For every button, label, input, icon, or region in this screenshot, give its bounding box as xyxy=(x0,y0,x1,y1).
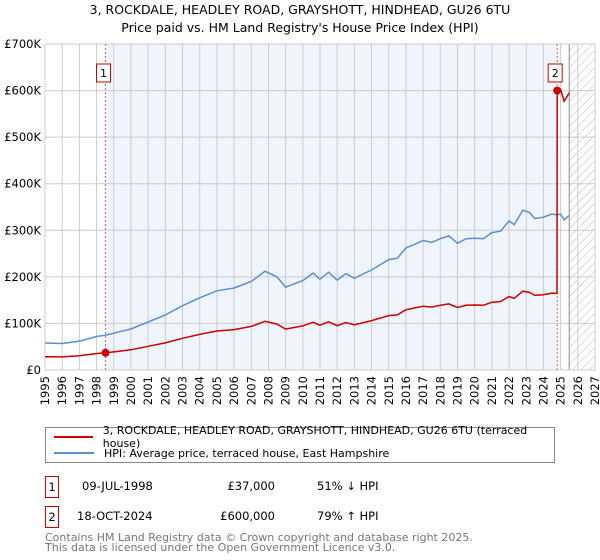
x-tick-label: 2021 xyxy=(485,376,499,405)
x-tick-label: 2020 xyxy=(468,376,482,405)
y-tick-label: £200K xyxy=(4,270,41,284)
x-tick-label: 2003 xyxy=(176,376,190,405)
transaction-price: £600,000 xyxy=(220,509,275,523)
transaction-date: 09-JUL-1998 xyxy=(82,479,153,493)
legend-label-hpi: HPI: Average price, terraced house, East… xyxy=(104,446,390,460)
x-tick-label: 2018 xyxy=(433,376,447,405)
x-tick-label: 2016 xyxy=(399,376,413,405)
plot-frame xyxy=(44,43,596,371)
x-tick-label: 2014 xyxy=(365,376,379,405)
transaction-badge: 1 xyxy=(45,476,59,498)
sale-label-box xyxy=(547,63,563,83)
x-tick-label: 2013 xyxy=(347,376,361,405)
x-tick-label: 2023 xyxy=(519,376,533,405)
x-tick-label: 2024 xyxy=(536,376,550,405)
transaction-hpi: 79% ↑ HPI xyxy=(317,509,379,523)
x-tick-label: 2015 xyxy=(382,376,396,405)
x-tick-label: 2010 xyxy=(296,376,310,405)
x-tick-label: 1998 xyxy=(90,376,104,405)
chart-title-line2: Price paid vs. HM Land Registry's House … xyxy=(121,20,479,35)
legend-item-hpi: HPI: Average price, terraced house, East… xyxy=(54,445,389,461)
footer-copyright: Contains HM Land Registry data © Crown c… xyxy=(45,531,473,544)
x-tick-label: 2000 xyxy=(124,376,138,405)
x-tick-label: 2019 xyxy=(451,376,465,405)
y-tick-label: £600K xyxy=(4,84,41,98)
series-line xyxy=(44,88,570,358)
sale-label-box xyxy=(96,63,111,83)
x-tick-label: 2001 xyxy=(141,376,155,405)
transaction-hpi: 51% ↓ HPI xyxy=(317,479,379,493)
legend-swatch-red xyxy=(54,436,93,438)
x-tick-label: 2022 xyxy=(502,376,516,405)
x-tick-label: 1995 xyxy=(38,376,52,405)
x-tick-label: 2011 xyxy=(313,376,327,405)
series-line xyxy=(44,209,570,345)
x-tick-label: 2006 xyxy=(227,376,241,405)
x-tick-label: 1999 xyxy=(107,376,121,405)
x-tick-label: 2009 xyxy=(279,376,293,405)
x-tick-label: 2012 xyxy=(330,376,344,405)
sale-label: 1 xyxy=(100,67,107,80)
chart-title-line1: 3, ROCKDALE, HEADLEY ROAD, GRAYSHOTT, HI… xyxy=(89,2,511,17)
x-tick-label: 2026 xyxy=(571,376,585,405)
price-chart: £0 £100K £200K £300K £400K £500K £600K £700K 199… xyxy=(4,37,600,405)
legend: 3, ROCKDALE, HEADLEY ROAD, GRAYSHOTT, HI… xyxy=(45,424,555,463)
y-tick-label: £0 xyxy=(26,363,41,377)
y-tick-label: £400K xyxy=(4,177,41,191)
x-tick-label: 2002 xyxy=(158,376,172,405)
y-tick-label: £700K xyxy=(4,37,41,51)
x-tick-label: 2005 xyxy=(210,376,224,405)
x-tick-label: 2008 xyxy=(261,376,275,405)
y-tick-label: £100K xyxy=(4,316,41,330)
x-tick-label: 2025 xyxy=(554,376,568,405)
x-tick-label: 1996 xyxy=(55,376,69,405)
x-tick-label: 2017 xyxy=(416,376,430,405)
transaction-date: 18-OCT-2024 xyxy=(77,509,153,523)
sale-point xyxy=(101,348,110,357)
x-tick-label: 2007 xyxy=(244,376,258,405)
legend-label-property: 3, ROCKDALE, HEADLEY ROAD, GRAYSHOTT, HI… xyxy=(102,424,528,450)
x-tick-label: 2004 xyxy=(193,376,207,405)
y-tick-label: £500K xyxy=(4,130,41,144)
y-tick-label: £300K xyxy=(4,223,41,237)
x-tick-label: 2027 xyxy=(588,376,600,405)
footer-licence: This data is licensed under the Open Gov… xyxy=(45,541,396,554)
legend-swatch-blue xyxy=(54,452,94,454)
sale-label: 2 xyxy=(552,67,559,80)
x-tick-label: 1997 xyxy=(72,376,86,405)
transaction-price: £37,000 xyxy=(227,479,275,493)
forecast-hatch xyxy=(569,44,595,370)
sale-period-shading xyxy=(105,44,558,370)
sale-point xyxy=(553,86,562,95)
legend-item-property: 3, ROCKDALE, HEADLEY ROAD, GRAYSHOTT, HI… xyxy=(54,424,554,450)
transaction-badge: 2 xyxy=(45,506,59,528)
